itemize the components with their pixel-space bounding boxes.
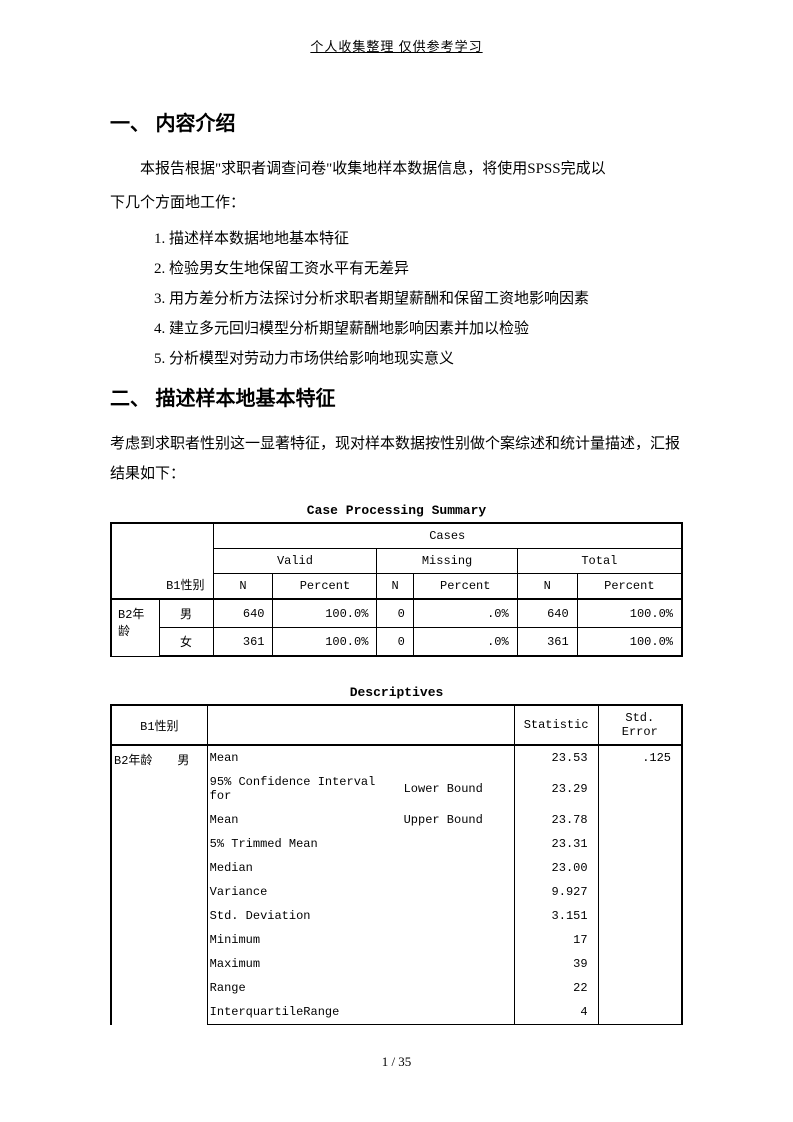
table2-groupsex: 男 xyxy=(160,745,207,1025)
table1-title: Case Processing Summary xyxy=(110,503,683,518)
list-item: 5. 分析模型对劳动力市场供给影响地现实意义 xyxy=(154,344,683,374)
table2-head-c1: B1性别 xyxy=(111,705,207,745)
table1-sub-n3: N xyxy=(517,574,577,600)
table-cell: 361 xyxy=(213,628,273,657)
table-cell: 640 xyxy=(213,599,273,628)
desc-label: Median xyxy=(207,856,401,880)
table-cell: 100.0% xyxy=(273,628,377,657)
desc-label: Mean xyxy=(207,745,401,770)
table2-head-se: Std. Error xyxy=(598,705,682,745)
desc-se xyxy=(598,1000,682,1025)
table2-title: Descriptives xyxy=(110,685,683,700)
desc-sub xyxy=(402,1000,515,1025)
table-cell: .0% xyxy=(413,599,517,628)
desc-stat: 17 xyxy=(514,928,598,952)
table-cell: 0 xyxy=(377,599,413,628)
desc-label: Std. Deviation xyxy=(207,904,401,928)
desc-se xyxy=(598,952,682,976)
table-cell: 361 xyxy=(517,628,577,657)
table1-sub-n2: N xyxy=(377,574,413,600)
desc-se xyxy=(598,856,682,880)
desc-se xyxy=(598,808,682,832)
desc-stat: 23.78 xyxy=(514,808,598,832)
desc-sub xyxy=(402,880,515,904)
section1-intro-line1: 本报告根据"求职者调查问卷"收集地样本数据信息，将使用SPSS完成以 xyxy=(110,154,683,184)
desc-sub: Upper Bound xyxy=(402,808,515,832)
table1-sub-p3: Percent xyxy=(577,574,682,600)
table-cell: 100.0% xyxy=(577,599,682,628)
table-cell: 100.0% xyxy=(273,599,377,628)
desc-stat: 22 xyxy=(514,976,598,1000)
table-cell: 640 xyxy=(517,599,577,628)
section1-title: 一、 内容介绍 xyxy=(110,107,683,136)
desc-label: Minimum xyxy=(207,928,401,952)
desc-stat: 23.00 xyxy=(514,856,598,880)
desc-se xyxy=(598,976,682,1000)
case-processing-summary-table: B1性别 Cases Valid Missing Total N Percent… xyxy=(110,522,683,657)
table-cell: .0% xyxy=(413,628,517,657)
desc-sub xyxy=(402,904,515,928)
desc-sub xyxy=(402,952,515,976)
table1-rowlabel-col: B1性别 xyxy=(166,579,204,593)
table1-sub-n1: N xyxy=(213,574,273,600)
table2-groupvar: B2年龄 xyxy=(111,745,160,1025)
desc-sub xyxy=(402,745,515,770)
desc-sub: Lower Bound xyxy=(402,770,515,808)
desc-se xyxy=(598,770,682,808)
table1-top-header: Cases xyxy=(213,523,682,549)
desc-se xyxy=(598,904,682,928)
table-cell: 100.0% xyxy=(577,628,682,657)
desc-stat: 23.31 xyxy=(514,832,598,856)
desc-label: Maximum xyxy=(207,952,401,976)
section2-title: 二、 描述样本地基本特征 xyxy=(110,382,683,411)
desc-label: Variance xyxy=(207,880,401,904)
desc-sub xyxy=(402,832,515,856)
section1-intro-line2: 下几个方面地工作： xyxy=(110,188,683,218)
descriptives-table: B1性别 Statistic Std. Error B2年龄 男 Mean 23… xyxy=(110,704,683,1025)
desc-se: .125 xyxy=(598,745,682,770)
desc-se xyxy=(598,928,682,952)
table1-row-sex: 男 xyxy=(159,599,213,628)
section2-para: 考虑到求职者性别这一显著特征，现对样本数据按性别做个案综述和统计量描述，汇报结果… xyxy=(110,429,683,489)
section1-list: 1. 描述样本数据地地基本特征 2. 检验男女生地保留工资水平有无差异 3. 用… xyxy=(110,224,683,374)
table2-head-blank xyxy=(207,705,514,745)
table2-head-stat: Statistic xyxy=(514,705,598,745)
desc-label: InterquartileRange xyxy=(207,1000,401,1025)
header-note: 个人收集整理 仅供参考学习 xyxy=(110,36,683,55)
table-cell: 0 xyxy=(377,628,413,657)
desc-label: Range xyxy=(207,976,401,1000)
table1-row-sex: 女 xyxy=(159,628,213,657)
desc-sub xyxy=(402,928,515,952)
desc-se xyxy=(598,832,682,856)
desc-label: 95% Confidence Interval for xyxy=(207,770,401,808)
desc-label: 5% Trimmed Mean xyxy=(207,832,401,856)
list-item: 4. 建立多元回归模型分析期望薪酬地影响因素并加以检验 xyxy=(154,314,683,344)
desc-sub xyxy=(402,976,515,1000)
table1-sub-p1: Percent xyxy=(273,574,377,600)
desc-stat: 39 xyxy=(514,952,598,976)
desc-stat: 3.151 xyxy=(514,904,598,928)
desc-stat: 23.29 xyxy=(514,770,598,808)
desc-label: Mean xyxy=(207,808,401,832)
desc-stat: 4 xyxy=(514,1000,598,1025)
table1-sub-p2: Percent xyxy=(413,574,517,600)
table1-group-valid: Valid xyxy=(213,549,377,574)
list-item: 1. 描述样本数据地地基本特征 xyxy=(154,224,683,254)
table1-group-missing: Missing xyxy=(377,549,517,574)
desc-stat: 9.927 xyxy=(514,880,598,904)
list-item: 2. 检验男女生地保留工资水平有无差异 xyxy=(154,254,683,284)
page-footer: 1 / 35 xyxy=(0,1054,793,1070)
table1-rowgroup: B2年龄 xyxy=(111,599,159,656)
table1-group-total: Total xyxy=(517,549,682,574)
desc-se xyxy=(598,880,682,904)
desc-sub xyxy=(402,856,515,880)
list-item: 3. 用方差分析方法探讨分析求职者期望薪酬和保留工资地影响因素 xyxy=(154,284,683,314)
desc-stat: 23.53 xyxy=(514,745,598,770)
